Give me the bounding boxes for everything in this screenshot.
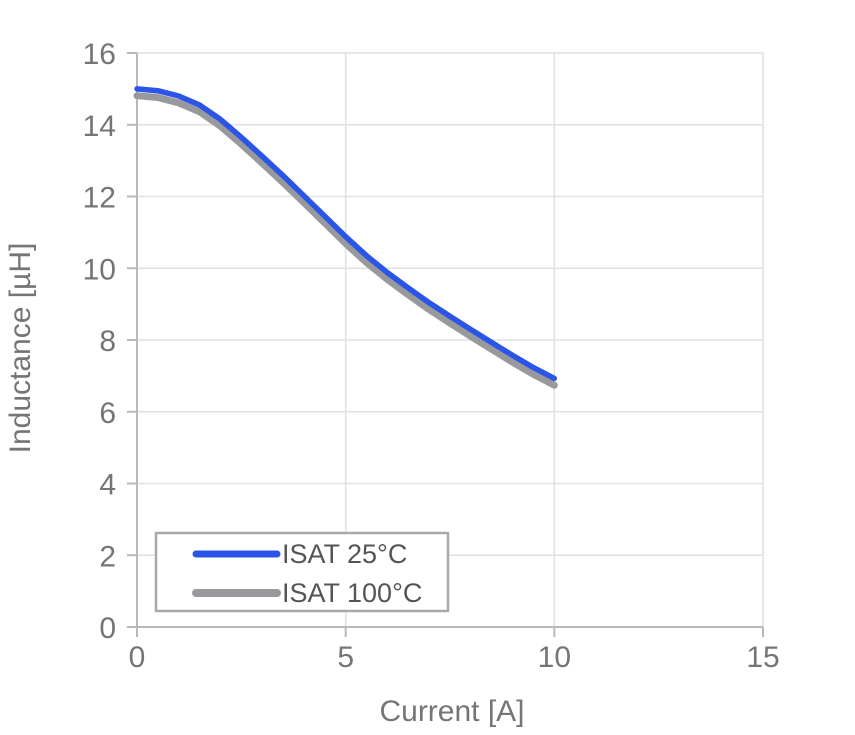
y-tick-label: 8 (99, 325, 116, 358)
y-tick-label: 12 (83, 182, 116, 215)
legend-label-isat-100c: ISAT 100°C (282, 578, 422, 608)
y-tick-label: 4 (99, 469, 116, 502)
y-tick-label: 2 (99, 540, 116, 573)
tick-labels: 0 2 4 6 8 10 12 14 16 0 5 10 15 (83, 38, 780, 674)
x-tick-label: 10 (538, 641, 571, 674)
curve-isat-25-c (134, 86, 558, 382)
x-tick-label: 5 (337, 641, 354, 674)
legend-label-isat-25c: ISAT 25°C (282, 539, 407, 569)
x-axis-title: Current [A] (379, 695, 524, 728)
tick-marks (127, 52, 764, 637)
y-tick-label: 16 (83, 38, 116, 71)
curve-isat-100-c (133, 92, 558, 389)
data-curves (133, 86, 558, 389)
x-tick-label: 0 (129, 641, 146, 674)
legend-box (154, 531, 450, 613)
y-tick-label: 10 (83, 253, 116, 286)
y-tick-label: 14 (83, 110, 116, 143)
gridlines (137, 52, 764, 627)
legend: ISAT 25°C ISAT 100°C (154, 531, 450, 613)
y-tick-label: 6 (99, 397, 116, 430)
y-tick-label: 0 (99, 612, 116, 645)
x-tick-label: 15 (746, 641, 779, 674)
y-axis-title: Inductance [µH] (4, 243, 37, 454)
